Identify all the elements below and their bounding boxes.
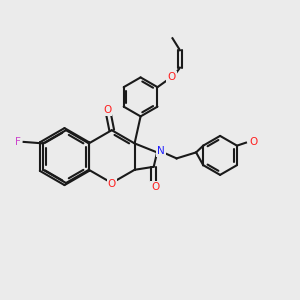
Text: O: O <box>103 105 111 116</box>
Text: O: O <box>108 179 116 189</box>
Text: O: O <box>249 137 258 147</box>
Text: O: O <box>151 182 159 192</box>
Text: N: N <box>157 146 165 156</box>
Text: O: O <box>167 72 176 82</box>
Text: F: F <box>15 137 21 147</box>
